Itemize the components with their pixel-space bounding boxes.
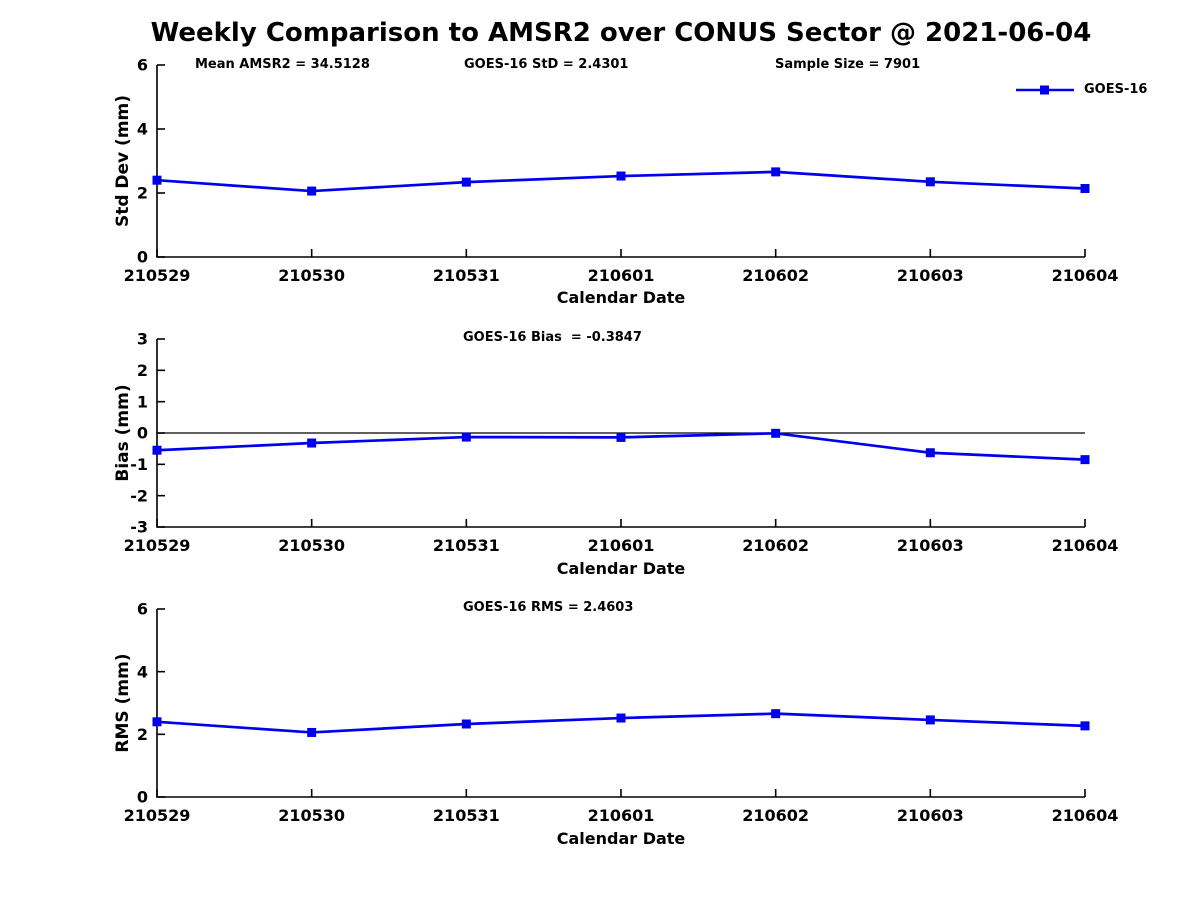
y-tick-label: 6: [137, 56, 148, 75]
x-tick-label: 210531: [433, 536, 500, 555]
data-point-marker: [925, 448, 935, 458]
x-tick-label: 210529: [124, 806, 191, 825]
y-tick-label: 6: [137, 600, 148, 619]
data-point-marker: [307, 727, 317, 737]
y-tick-label: 0: [137, 424, 148, 443]
x-tick-label: 210601: [588, 806, 655, 825]
legend-line-sample-icon: [1016, 85, 1074, 94]
x-tick-label: 210603: [897, 536, 964, 555]
data-point-marker: [152, 717, 162, 727]
y-tick-label: 2: [137, 361, 148, 380]
rms-y-axis-label: RMS (mm): [113, 653, 133, 753]
legend-label: GOES-16: [1084, 82, 1148, 97]
y-tick-label: 2: [137, 725, 148, 744]
x-tick-label: 210530: [278, 266, 345, 285]
x-tick-label: 210604: [1052, 536, 1119, 555]
y-tick-label: -2: [130, 486, 148, 505]
x-tick-label: 210531: [433, 266, 500, 285]
data-point-marker: [1080, 455, 1090, 465]
x-tick-label: 210531: [433, 806, 500, 825]
data-point-marker: [616, 171, 626, 181]
y-tick-label: -3: [130, 518, 148, 537]
data-point-marker: [771, 428, 781, 438]
x-tick-label: 210602: [742, 266, 809, 285]
y-tick-label: 0: [137, 248, 148, 267]
goes16-bias-annotation: GOES-16 Bias = -0.3847: [463, 330, 642, 345]
x-tick-label: 210530: [278, 536, 345, 555]
y-tick-label: 4: [137, 662, 148, 681]
x-tick-label: 210529: [124, 266, 191, 285]
data-point-marker: [925, 177, 935, 187]
axes: [156, 65, 1085, 258]
x-tick-label: 210602: [742, 806, 809, 825]
data-point-marker: [771, 709, 781, 719]
data-point-marker: [1080, 184, 1090, 194]
y-tick-label: 1: [137, 392, 148, 411]
x-tick-label: 210604: [1052, 266, 1119, 285]
x-tick-label: 210604: [1052, 806, 1119, 825]
y-tick-label: 2: [137, 184, 148, 203]
goes16-rms-annotation: GOES-16 RMS = 2.4603: [463, 600, 634, 615]
x-tick-label: 210603: [897, 806, 964, 825]
x-tick-label: 210529: [124, 536, 191, 555]
data-point-marker: [307, 438, 317, 448]
mean-amsr2-annotation: Mean AMSR2 = 34.5128: [195, 57, 370, 72]
x-tick-label: 210530: [278, 806, 345, 825]
data-point-marker: [461, 432, 471, 442]
y-tick-label: 0: [137, 788, 148, 807]
bias-x-axis-label: Calendar Date: [556, 559, 686, 578]
axes: [156, 609, 1085, 798]
sample-size-annotation: Sample Size = 7901: [775, 57, 921, 72]
rms-plot: 0 2 4 6 210529 210530 210531 210601 210602 210603…: [124, 600, 1119, 825]
data-point-marker: [771, 167, 781, 177]
data-point-marker: [616, 432, 626, 442]
x-tick-label: 210602: [742, 536, 809, 555]
std-dev-plot: 0 2 4 6 210529 210530 210531 210601 210602 210603…: [124, 56, 1119, 285]
stddev-x-axis-label: Calendar Date: [556, 288, 686, 307]
figure-title: Weekly Comparison to AMSR2 over CONUS Se…: [150, 18, 1092, 48]
y-tick-label: 4: [137, 120, 148, 139]
x-tick-label: 210601: [588, 266, 655, 285]
stddev-y-axis-label: Std Dev (mm): [113, 94, 133, 228]
data-point-marker: [1080, 721, 1090, 731]
x-tick-label: 210601: [588, 536, 655, 555]
data-point-marker: [925, 715, 935, 725]
bias-y-axis-label: Bias (mm): [113, 384, 133, 482]
data-point-marker: [152, 175, 162, 185]
legend: GOES-16: [1016, 82, 1147, 97]
x-tick-label: 210603: [897, 266, 964, 285]
rms-x-axis-label: Calendar Date: [556, 829, 686, 848]
data-point-marker: [152, 445, 162, 455]
data-point-marker: [307, 186, 317, 196]
data-point-marker: [461, 177, 471, 187]
goes16-std-annotation: GOES-16 StD = 2.4301: [464, 57, 629, 72]
y-tick-label: -1: [130, 455, 148, 474]
data-point-marker: [616, 713, 626, 723]
data-point-marker: [461, 719, 471, 729]
y-tick-label: 3: [137, 330, 148, 349]
